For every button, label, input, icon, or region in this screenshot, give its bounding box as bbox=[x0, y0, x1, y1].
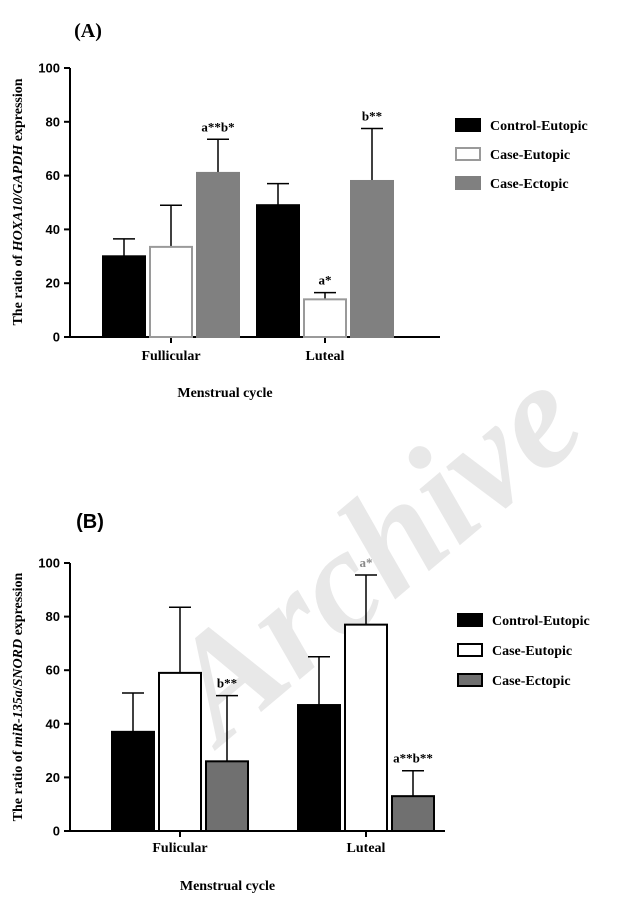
legend-entry: Control-Eutopic bbox=[492, 614, 590, 629]
y-axis-title-part: miR-135a bbox=[11, 690, 26, 747]
legend-swatch bbox=[455, 118, 481, 132]
legend-swatch bbox=[455, 176, 481, 190]
y-tick-label: 20 bbox=[46, 276, 60, 291]
chart-panel-a: (A) 0 20 40 60 80 100 Fullicular a**b* Luteal a* b*… bbox=[11, 20, 588, 401]
y-tick-label: 40 bbox=[46, 716, 60, 731]
legend-swatch bbox=[455, 147, 481, 161]
panel-label: (B) bbox=[76, 511, 104, 533]
legend-entry: Case-Eutopic bbox=[490, 148, 570, 163]
bar bbox=[256, 204, 300, 338]
y-tick-label: 60 bbox=[46, 663, 60, 678]
legend-swatch bbox=[457, 643, 483, 657]
y-axis-title-part: The ratio of bbox=[11, 251, 26, 325]
bar bbox=[205, 760, 249, 833]
y-axis-title-part: expression bbox=[11, 572, 26, 638]
significance-label: a* bbox=[360, 555, 373, 570]
bar bbox=[391, 795, 435, 832]
significance-label: a* bbox=[319, 273, 332, 288]
category-label: Fulicular bbox=[152, 841, 207, 856]
y-axis-title-part: expression bbox=[11, 78, 26, 144]
category-label: Fullicular bbox=[141, 349, 200, 364]
y-tick-label: 80 bbox=[46, 609, 60, 624]
y-tick-label: 100 bbox=[38, 556, 60, 571]
bar bbox=[303, 298, 347, 338]
bar bbox=[196, 171, 240, 338]
legend: Control-Eutopic Case-Eutopic Case-Ectopic bbox=[457, 613, 590, 689]
category-label: Luteal bbox=[347, 841, 386, 856]
significance-label: a**b* bbox=[201, 119, 234, 134]
x-axis-title: Menstrual cycle bbox=[177, 386, 272, 401]
legend-entry: Case-Eutopic bbox=[492, 644, 572, 659]
legend-swatch bbox=[457, 613, 483, 627]
y-axis-title-part: / bbox=[11, 685, 26, 691]
y-tick-label: 0 bbox=[53, 330, 60, 345]
significance-label: b** bbox=[362, 109, 382, 124]
bar bbox=[297, 704, 341, 832]
x-axis-title: Menstrual cycle bbox=[180, 879, 275, 894]
significance-label: b** bbox=[217, 676, 237, 691]
bar bbox=[102, 255, 146, 338]
y-tick-label: 0 bbox=[53, 824, 60, 839]
legend-swatch bbox=[457, 673, 483, 687]
legend-entry: Case-Ectopic bbox=[492, 674, 571, 689]
legend-entry: Case-Ectopic bbox=[490, 177, 569, 192]
y-tick-label: 60 bbox=[46, 168, 60, 183]
y-tick-label: 20 bbox=[46, 770, 60, 785]
y-axis-title: The ratio of HOXA10/GAPDH expression bbox=[11, 78, 26, 325]
category-label: Luteal bbox=[306, 349, 345, 364]
bar bbox=[149, 245, 193, 338]
legend: Control-Eutopic Case-Eutopic Case-Ectopic bbox=[455, 118, 588, 192]
bar bbox=[158, 671, 202, 832]
significance-label: a**b** bbox=[393, 751, 433, 766]
bar bbox=[111, 730, 155, 833]
y-axis-title-part: The ratio of bbox=[11, 747, 26, 821]
y-tick-label: 80 bbox=[46, 114, 60, 129]
bar bbox=[350, 179, 394, 338]
y-axis-title-part: HOXA10/GAPDH bbox=[11, 144, 26, 253]
y-tick-label: 100 bbox=[38, 61, 60, 76]
y-axis-title: The ratio of miR-135a/SNORD expression bbox=[11, 572, 26, 821]
y-axis-title-part: SNORD bbox=[11, 639, 26, 686]
chart-panel-b: (B) 0 20 40 60 80 100 Fulicular b** Luteal a* a**b*… bbox=[11, 511, 590, 894]
y-tick-label: 40 bbox=[46, 222, 60, 237]
panel-label: (A) bbox=[74, 20, 102, 42]
bar bbox=[344, 623, 388, 833]
legend-entry: Control-Eutopic bbox=[490, 119, 588, 134]
